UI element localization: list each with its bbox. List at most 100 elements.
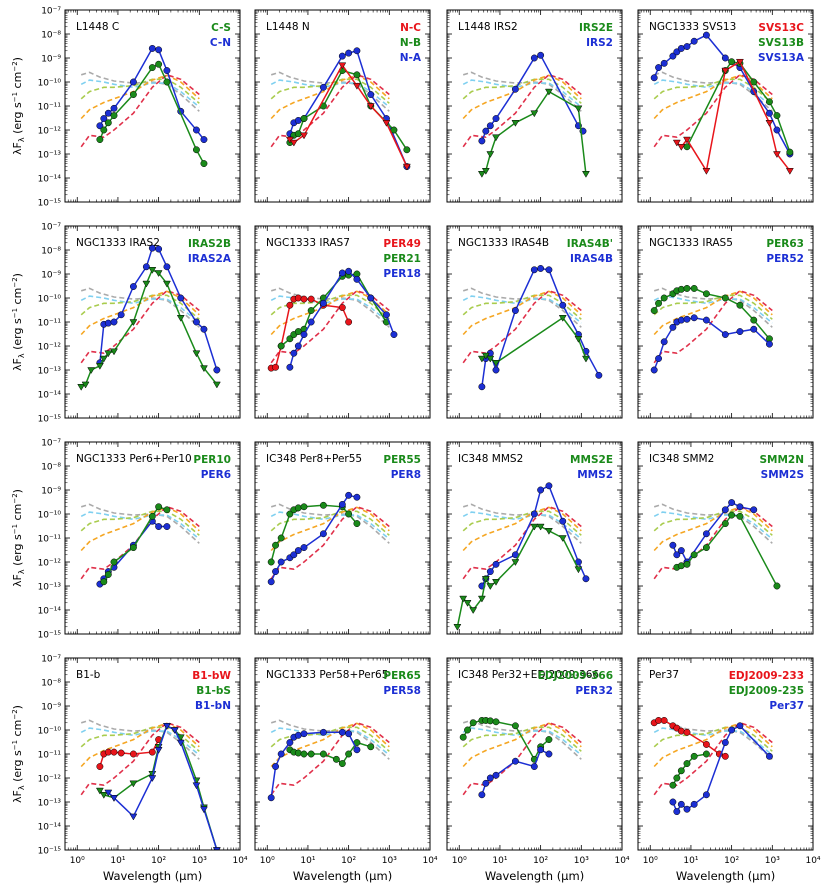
- data-point: [87, 367, 96, 374]
- data-point: [129, 91, 137, 98]
- data-point: [492, 718, 500, 726]
- ylabel-sub: λ: [17, 785, 26, 790]
- data-point: [677, 144, 686, 151]
- data-point: [345, 318, 353, 326]
- panel-frame: [64, 225, 241, 419]
- panel-title: NGC1333 Per6+Per10: [76, 453, 192, 465]
- y-tick-label: 10⁻⁸: [41, 31, 61, 41]
- ylabel-close: ): [11, 489, 24, 493]
- data-point: [511, 307, 519, 314]
- data-point: [511, 722, 519, 730]
- panel-8: NGC1333 IRAS5 PER63 PER52: [637, 225, 814, 419]
- data-point: [402, 163, 411, 171]
- template-sed-line: [80, 78, 200, 104]
- data-point: [669, 781, 677, 789]
- data-point: [728, 499, 736, 506]
- template-sed-line: [270, 295, 390, 324]
- template-sed-line: [80, 290, 200, 336]
- ylabel-exp1: −1: [11, 308, 19, 318]
- legend-entry: SVS13A: [758, 52, 805, 64]
- data-point: [200, 160, 208, 168]
- data-point: [338, 62, 347, 70]
- data-point: [390, 331, 398, 338]
- legend-entry: IRS2: [586, 37, 613, 49]
- template-sed-line: [653, 79, 773, 108]
- template-sed-line: [270, 289, 390, 364]
- legend-entry: PER55: [383, 454, 421, 466]
- y-tick-label: 10⁻¹¹: [38, 535, 62, 545]
- data-point: [477, 595, 486, 603]
- data-point: [492, 360, 500, 367]
- data-point: [702, 316, 710, 324]
- x-tick-label: 10⁰: [260, 856, 275, 866]
- data-point: [765, 752, 773, 760]
- data-point: [482, 779, 490, 787]
- template-sed-line: [462, 73, 582, 148]
- template-sed-line: [462, 287, 582, 328]
- legend-entry: PER52: [766, 253, 804, 265]
- panel-3: L1448 IRS2 IRS2E IRS2: [446, 9, 623, 203]
- data-point: [486, 151, 495, 158]
- x-axis-label: Wavelength (μm): [293, 869, 392, 883]
- y-tick-label: 10⁻¹²: [38, 127, 62, 137]
- data-point: [702, 168, 711, 175]
- data-point: [267, 794, 275, 802]
- data-series: [453, 482, 590, 631]
- data-point: [702, 31, 710, 39]
- data-point: [300, 544, 308, 552]
- data-series: [95, 723, 221, 850]
- data-point: [212, 847, 221, 850]
- data-point: [683, 760, 691, 768]
- ylabel-close: ): [11, 273, 24, 277]
- data-point: [382, 120, 391, 127]
- data-point: [148, 44, 156, 52]
- data-point: [148, 267, 157, 274]
- data-point: [765, 109, 773, 117]
- data-series: [477, 265, 603, 391]
- series-line-MMS2: [481, 484, 587, 587]
- ylabel-main: λF: [11, 358, 24, 371]
- series-line-PER18: [289, 270, 395, 368]
- x-axis-label: Wavelength (μm): [485, 869, 584, 883]
- data-point: [728, 511, 736, 519]
- data-point: [192, 126, 200, 134]
- data-point: [382, 311, 390, 319]
- template-sed-line: [462, 289, 582, 364]
- data-point: [366, 103, 375, 110]
- data-point: [655, 355, 663, 362]
- series-line-IRS2E: [481, 90, 587, 175]
- x-axis-label: Wavelength (μm): [676, 869, 775, 883]
- data-point: [338, 269, 346, 277]
- ylabel-exp2: −2: [11, 709, 19, 719]
- data-point: [673, 808, 681, 816]
- y-tick-label: 10⁻¹¹: [38, 319, 62, 329]
- data-point: [338, 304, 346, 312]
- panel-frame: [254, 225, 431, 419]
- template-sed-line: [462, 295, 582, 324]
- y-tick-label: 10⁻¹¹: [38, 103, 62, 113]
- data-point: [690, 37, 698, 45]
- legend-entry: IRAS2B: [188, 238, 231, 250]
- y-tick-label: 10⁻¹⁵: [38, 631, 62, 641]
- template-sed-line: [462, 511, 582, 540]
- legend-entry: SMM2S: [761, 469, 804, 481]
- data-point: [464, 726, 472, 734]
- panel-title: NGC1333 IRAS7: [266, 237, 350, 249]
- data-point: [277, 342, 285, 350]
- template-sed-line: [270, 721, 390, 796]
- ylabel-units2: cm: [11, 72, 24, 92]
- legend-entry: SMM2N: [759, 454, 804, 466]
- x-tick-label: 10²: [341, 856, 356, 866]
- data-point: [353, 275, 361, 283]
- y-tick-label: 10⁻⁷: [41, 7, 61, 17]
- data-point: [537, 486, 545, 494]
- data-point: [162, 280, 171, 288]
- data-point: [96, 763, 104, 770]
- data-series: [96, 503, 171, 588]
- data-point: [683, 805, 691, 813]
- template-sed-line: [462, 722, 582, 768]
- legend-entry: B1-bS: [196, 685, 231, 697]
- legend-entry: N-A: [400, 52, 422, 64]
- panel-title: L1448 N: [266, 21, 310, 33]
- data-point: [677, 547, 685, 554]
